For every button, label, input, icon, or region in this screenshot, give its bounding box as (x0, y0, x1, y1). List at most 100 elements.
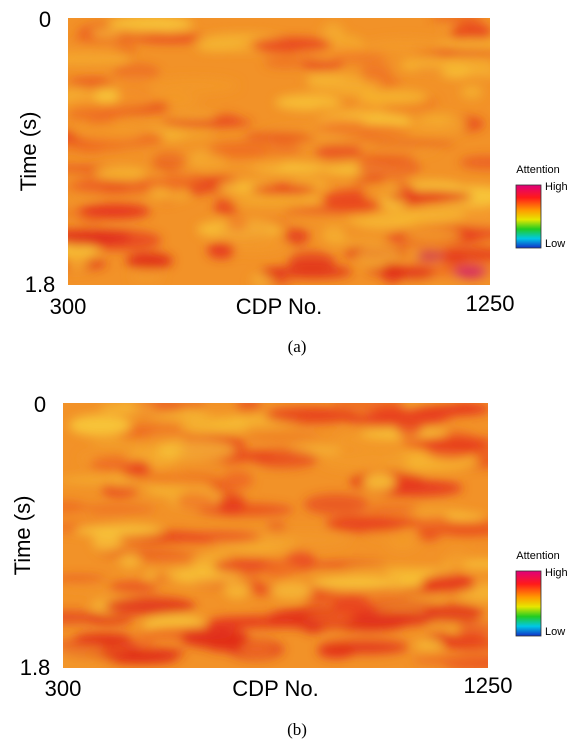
heatmap-blob (269, 582, 313, 599)
y-tick-label: 1.8 (25, 272, 56, 297)
heatmap-blob (420, 573, 477, 593)
x-axis-label: CDP No. (232, 676, 318, 701)
y-tick-label: 1.8 (20, 655, 51, 680)
heatmap-blob (404, 229, 462, 242)
heatmap-blob (415, 436, 488, 450)
heatmap-blob (307, 612, 355, 625)
heatmap-blob (162, 129, 214, 140)
heatmap-blob (359, 63, 392, 84)
y-axis-label: Time (s) (16, 112, 41, 192)
heatmap-texture (68, 18, 490, 285)
heatmap-blob (396, 572, 429, 581)
heatmap-blob (74, 524, 164, 536)
x-tick-label: 1250 (464, 673, 513, 698)
heatmap-blob (456, 621, 488, 635)
heatmap-blob (244, 433, 322, 441)
colorbar-low: Low (545, 626, 565, 638)
heatmap-blob (207, 242, 236, 259)
heatmap-blob (176, 491, 216, 511)
heatmap-blob (417, 527, 441, 541)
heatmap-blob (99, 403, 157, 414)
colorbar-title: Attention (516, 550, 559, 562)
heatmap-blob (331, 52, 388, 63)
heatmap-blob (315, 142, 363, 163)
heatmap-blob (91, 533, 122, 551)
heatmap-blob (68, 77, 118, 89)
heatmap-blob (72, 122, 146, 142)
heatmap-blob (426, 604, 484, 624)
heatmap-blob (364, 185, 390, 202)
heatmap-blob (134, 471, 223, 486)
heatmap-blob (258, 531, 352, 549)
heatmap-blob (438, 634, 488, 647)
heatmap-blob (321, 226, 346, 244)
heatmap-blob (170, 113, 222, 120)
heatmap-blob (312, 105, 392, 112)
y-tick-label: 0 (34, 392, 46, 417)
heatmap-blob (361, 145, 437, 154)
heatmap-blob (413, 641, 444, 649)
heatmap-blob (217, 492, 246, 514)
heatmap-blob (166, 403, 207, 408)
heatmap-blob (357, 244, 401, 267)
heatmap-blob (263, 407, 359, 424)
heatmap (68, 18, 490, 285)
x-axis-label: CDP No. (236, 294, 322, 319)
heatmap-blob (148, 409, 210, 420)
heatmap-blob (237, 455, 297, 464)
heatmap-blob (63, 575, 106, 583)
heatmap-blob (230, 615, 305, 629)
heatmap-blob (317, 642, 410, 653)
heatmap-blob (393, 266, 436, 281)
heatmap-blob (250, 37, 333, 53)
heatmap-blob (263, 56, 307, 69)
heatmap-blob (356, 157, 421, 179)
colorbar-high: High (545, 567, 568, 579)
heatmap-blob (395, 588, 450, 595)
heatmap-blob (250, 274, 274, 285)
heatmap-blob (352, 610, 441, 626)
heatmap-blob (63, 657, 115, 668)
heatmap-blob (68, 138, 128, 153)
heatmap-blob (68, 193, 104, 200)
heatmap-blob (226, 215, 248, 231)
heatmap-blob (207, 141, 273, 160)
heatmap-blob (149, 77, 239, 95)
heatmap-blob (229, 196, 320, 207)
heatmap-blob (249, 184, 317, 194)
heatmap-blob (75, 505, 157, 514)
heatmap-blob (325, 515, 410, 533)
heatmap-blob (68, 250, 89, 271)
colorbar (515, 570, 542, 637)
heatmap-blob (108, 68, 162, 91)
heatmap-blob (320, 451, 411, 472)
heatmap-blob (125, 252, 174, 270)
heatmap-blob (386, 190, 474, 203)
heatmap-blob (274, 264, 353, 280)
heatmap (63, 403, 488, 668)
heatmap-blob (68, 45, 128, 62)
heatmap-blob (63, 500, 86, 515)
heatmap-blob (68, 210, 86, 217)
heatmap-blob (365, 504, 420, 514)
heatmap-blob (87, 615, 133, 625)
heatmap-blob (212, 114, 240, 122)
heatmap-blob (369, 139, 456, 147)
heatmap-blob (243, 132, 316, 143)
heatmap-blob (363, 472, 396, 492)
heatmap-blob (387, 540, 418, 551)
colorbar-title: Attention (516, 164, 559, 176)
colorbar (515, 184, 542, 249)
heatmap-blob (435, 39, 490, 50)
heatmap-blob (242, 641, 272, 656)
heatmap-blob (76, 203, 151, 219)
heatmap-blob (104, 597, 196, 616)
x-tick-label: 300 (45, 676, 82, 701)
heatmap-blob (90, 28, 121, 39)
heatmap-texture (63, 403, 488, 668)
heatmap-blob (333, 596, 374, 618)
panel: 0 1.8 Time (s) 300 CDP No. 1250 (b) Attention Hi… (10, 392, 568, 739)
heatmap-blob (93, 88, 120, 104)
heatmap-blob (223, 579, 251, 599)
